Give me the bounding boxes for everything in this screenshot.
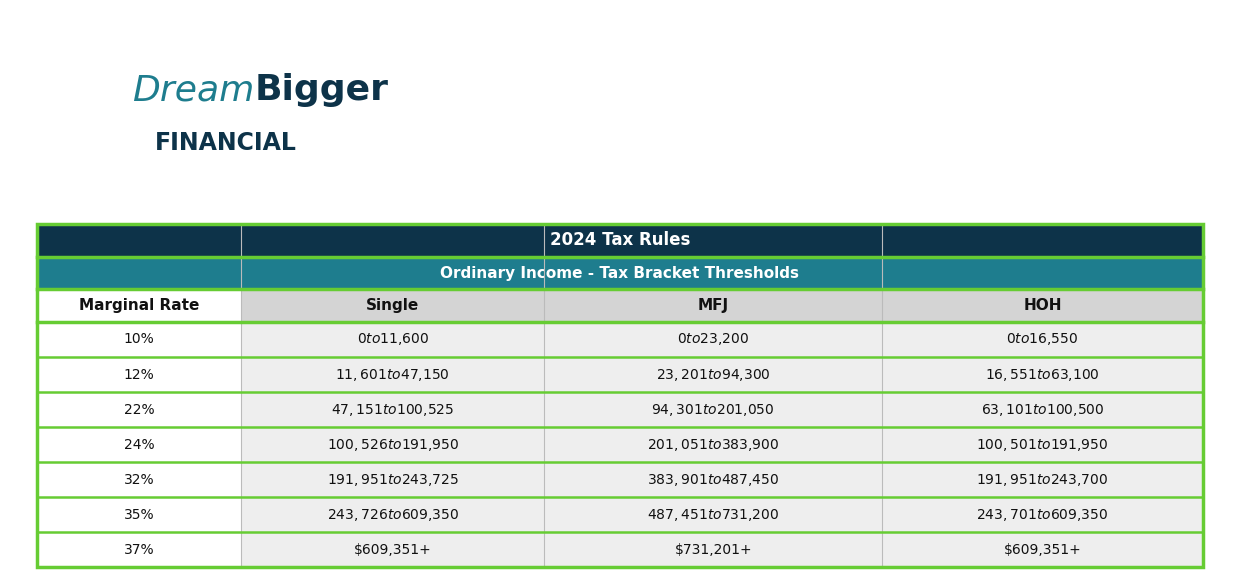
Bar — [882, 427, 1203, 462]
Text: 32%: 32% — [124, 473, 155, 487]
Text: $63,101 to $100,500: $63,101 to $100,500 — [981, 402, 1105, 418]
Text: $100,526 to $191,950: $100,526 to $191,950 — [326, 436, 459, 453]
Bar — [37, 357, 241, 392]
Bar — [37, 462, 241, 497]
Text: $94,301 to $201,050: $94,301 to $201,050 — [651, 402, 775, 418]
Bar — [241, 427, 544, 462]
Text: $609,351+: $609,351+ — [353, 543, 432, 557]
Text: 12%: 12% — [124, 368, 155, 382]
Text: $191,951 to $243,725: $191,951 to $243,725 — [326, 472, 459, 488]
Text: HOH: HOH — [1023, 298, 1061, 313]
Bar — [544, 497, 883, 533]
Bar — [882, 322, 1203, 357]
Bar — [241, 392, 544, 427]
Bar — [241, 533, 544, 567]
Bar — [544, 392, 883, 427]
Text: Bigger: Bigger — [254, 73, 388, 107]
Bar — [241, 497, 544, 533]
Bar — [544, 289, 883, 322]
Bar — [882, 533, 1203, 567]
Text: Ordinary Income - Tax Bracket Thresholds: Ordinary Income - Tax Bracket Thresholds — [440, 265, 800, 281]
Bar — [37, 427, 241, 462]
Text: $243,726 to $609,350: $243,726 to $609,350 — [326, 507, 459, 523]
Text: $16,551 to $63,100: $16,551 to $63,100 — [985, 367, 1100, 382]
Bar — [241, 322, 544, 357]
Text: $47,151 to $100,525: $47,151 to $100,525 — [331, 402, 454, 418]
Bar — [882, 357, 1203, 392]
Bar — [37, 497, 241, 533]
Bar — [544, 357, 883, 392]
Bar — [241, 289, 544, 322]
Bar — [37, 289, 241, 322]
Bar — [544, 462, 883, 497]
Text: 35%: 35% — [124, 508, 155, 522]
Text: MFJ: MFJ — [698, 298, 729, 313]
Bar — [882, 497, 1203, 533]
Bar — [544, 322, 883, 357]
Bar — [37, 257, 1203, 289]
Bar — [37, 224, 1203, 257]
Text: $0 to $16,550: $0 to $16,550 — [1007, 332, 1079, 347]
Text: $609,351+: $609,351+ — [1003, 543, 1081, 557]
Bar — [37, 533, 241, 567]
Text: $201,051 to $383,900: $201,051 to $383,900 — [647, 436, 780, 453]
Text: 22%: 22% — [124, 403, 155, 417]
Text: $487,451 to $731,200: $487,451 to $731,200 — [647, 507, 780, 523]
Bar — [882, 289, 1203, 322]
Text: 10%: 10% — [124, 332, 155, 346]
Bar — [37, 224, 1203, 567]
Text: 37%: 37% — [124, 543, 155, 557]
Text: Marginal Rate: Marginal Rate — [79, 298, 200, 313]
Bar — [882, 392, 1203, 427]
Text: $23,201 to $94,300: $23,201 to $94,300 — [656, 367, 770, 382]
Text: 2024 Tax Rules: 2024 Tax Rules — [549, 232, 691, 249]
Text: $243,701 to $609,350: $243,701 to $609,350 — [976, 507, 1109, 523]
Bar — [544, 427, 883, 462]
Bar — [544, 533, 883, 567]
Bar — [241, 462, 544, 497]
Text: $11,601 to $47,150: $11,601 to $47,150 — [335, 367, 450, 382]
Text: FINANCIAL: FINANCIAL — [155, 130, 296, 155]
Text: $100,501 to $191,950: $100,501 to $191,950 — [976, 436, 1109, 453]
Text: $0 to $23,200: $0 to $23,200 — [677, 332, 749, 347]
Text: Single: Single — [366, 298, 419, 313]
Bar — [37, 392, 241, 427]
Text: 24%: 24% — [124, 438, 155, 452]
Bar — [882, 462, 1203, 497]
Text: $383,901 to $487,450: $383,901 to $487,450 — [647, 472, 780, 488]
Bar — [241, 357, 544, 392]
Text: Dream: Dream — [131, 73, 254, 107]
Bar — [37, 322, 241, 357]
Text: $191,951 to $243,700: $191,951 to $243,700 — [976, 472, 1109, 488]
Text: $731,201+: $731,201+ — [675, 543, 753, 557]
Text: $0 to $11,600: $0 to $11,600 — [357, 332, 429, 347]
